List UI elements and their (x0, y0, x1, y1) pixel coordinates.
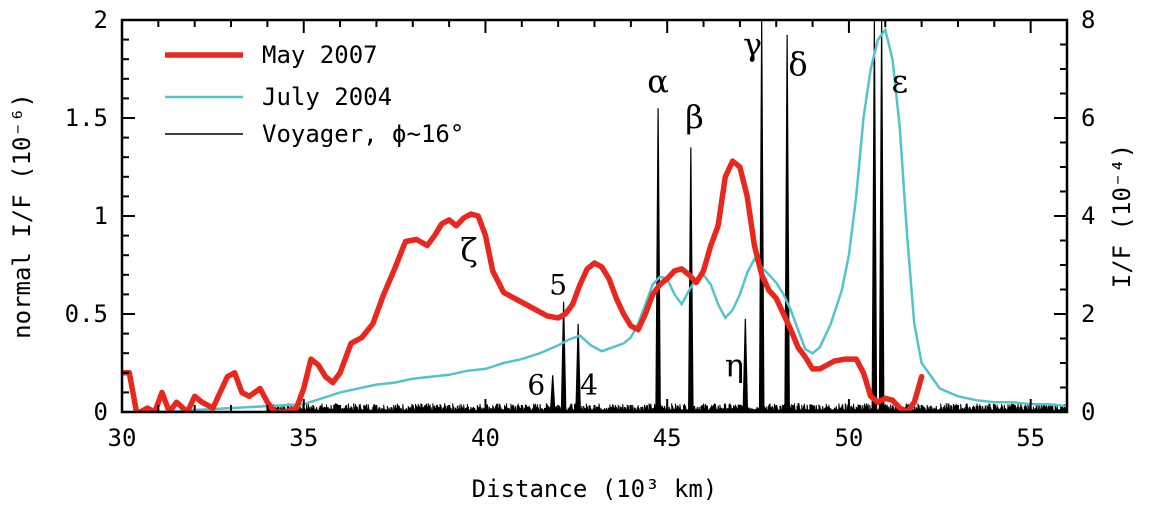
annotation-0: α (647, 63, 669, 101)
annotation-9: 4 (580, 368, 598, 401)
x-tick-label: 30 (108, 424, 137, 452)
voyager-peak-9 (878, 20, 885, 412)
y-left-tick-label: 0 (94, 398, 108, 426)
x-tick-label: 50 (834, 424, 863, 452)
voyager-peak-3 (655, 108, 661, 412)
annotation-layer: αβ γδ ε ζ η 5 6 4 (460, 25, 908, 401)
legend: May 2007 July 2004 Voyager, ϕ~16° (165, 41, 464, 148)
annotation-4: ε (892, 63, 909, 101)
y-left-tick-label: 1.5 (65, 104, 108, 132)
voyager-peak-6 (758, 20, 765, 412)
y-right-tick-label: 2 (1081, 300, 1095, 328)
y-axis-right-title: I/F (10⁻⁴) (1108, 144, 1136, 289)
x-tick-label: 45 (653, 424, 682, 452)
plot-frame (120, 18, 1069, 414)
y-right-tick-label: 0 (1081, 398, 1095, 426)
legend-label-voyager: Voyager, ϕ~16° (262, 120, 464, 148)
annotation-3: δ (788, 45, 807, 83)
y-right-tick-label: 8 (1081, 6, 1095, 34)
annotation-5: ζ (460, 231, 477, 269)
annotation-8: 6 (527, 368, 545, 401)
y-left-tick-label: 2 (94, 6, 108, 34)
x-tick-label: 55 (1016, 424, 1045, 452)
voyager-peak-7 (784, 34, 790, 412)
voyager-peak-5 (742, 318, 749, 412)
voyager-peak-8 (871, 20, 878, 412)
y-right-tick-label: 6 (1081, 104, 1095, 132)
y-left-tick-label: 0.5 (65, 300, 108, 328)
voyager-peak-0 (549, 375, 556, 412)
y-left-tick-label: 1 (94, 202, 108, 230)
annotation-2: γ (743, 25, 762, 63)
legend-label-july-2004: July 2004 (262, 83, 392, 111)
x-tick-label: 35 (289, 424, 318, 452)
y-axis-left-title: normal I/F (10⁻⁶) (8, 93, 36, 339)
series-line-may-2007 (122, 158, 925, 412)
voyager-peak-2 (575, 323, 581, 412)
x-axis-title: Distance (10³ km) (472, 475, 718, 503)
series-line-july-2004 (122, 26, 1067, 412)
voyager-peak-1 (560, 301, 567, 412)
plot-area (122, 20, 1067, 412)
annotation-6: η (725, 347, 744, 385)
annotation-1: β (685, 98, 704, 136)
x-tick-label: 40 (471, 424, 500, 452)
legend-label-may-2007: May 2007 (262, 41, 378, 69)
series-layer (122, 20, 1067, 412)
annotation-7: 5 (549, 268, 567, 301)
y-right-tick-label: 4 (1081, 202, 1095, 230)
